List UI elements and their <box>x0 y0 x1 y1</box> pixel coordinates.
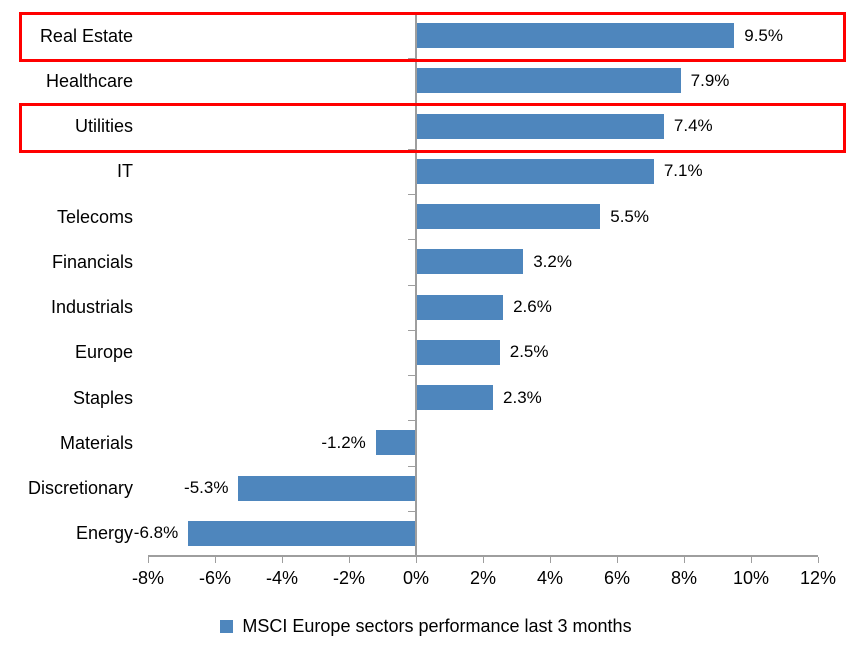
x-tick-label-neg4pct: -4% <box>265 568 298 588</box>
value-label-it: 7.1% <box>663 161 703 181</box>
value-label-energy: -6.8% <box>133 523 179 543</box>
value-axis-tick <box>483 557 484 563</box>
value-axis-tick <box>282 557 283 563</box>
category-label-staples: Staples <box>72 387 133 408</box>
x-tick-label-6pct: 6% <box>603 568 630 588</box>
category-label-europe: Europe <box>74 342 133 363</box>
bar-it <box>416 158 654 184</box>
value-axis-tick <box>416 557 417 563</box>
category-axis-tick <box>408 148 415 150</box>
x-tick-label-10pct: 10% <box>732 568 770 588</box>
value-label-industrials: 2.6% <box>513 297 552 317</box>
x-tick-label-neg2pct: -2% <box>332 568 365 588</box>
category-axis-tick <box>408 194 415 195</box>
category-axis-tick <box>408 375 415 376</box>
bar-energy <box>188 520 416 546</box>
category-axis-tick <box>408 329 415 331</box>
value-axis-tick <box>617 557 618 563</box>
category-axis-line <box>415 13 417 557</box>
value-label-financials: 3.2% <box>533 251 572 271</box>
x-tick-label-neg6pct: -6% <box>198 568 231 588</box>
value-label-staples: 2.3% <box>503 387 542 407</box>
value-axis-line <box>148 555 818 557</box>
value-label-healthcare: 7.9% <box>690 70 730 90</box>
category-label-materials: Materials <box>59 432 133 453</box>
value-axis-tick <box>550 557 551 563</box>
highlight-box-real-estate <box>19 12 846 63</box>
category-label-it: IT <box>117 161 133 182</box>
category-label-energy: Energy <box>75 523 133 544</box>
bar-telecoms <box>416 204 601 230</box>
legend-label: MSCI Europe sectors performance last 3 m… <box>242 615 632 636</box>
value-axis-tick <box>818 557 819 563</box>
x-tick-label-8pct: 8% <box>670 568 697 588</box>
category-label-real-estate: Real Estate <box>39 25 133 46</box>
bar-financials <box>416 249 524 275</box>
category-label-healthcare: Healthcare <box>45 70 133 91</box>
legend-swatch-icon <box>220 619 234 633</box>
x-tick-label-4pct: 4% <box>536 568 563 588</box>
value-label-telecoms: 5.5% <box>610 206 649 226</box>
category-axis-tick <box>408 465 415 467</box>
value-label-utilities: 7.4% <box>673 116 713 136</box>
category-axis-tick <box>408 284 415 286</box>
category-label-industrials: Industrials <box>50 297 133 318</box>
x-tick-label-neg8pct: -8% <box>131 568 164 588</box>
bar-real-estate <box>416 23 735 49</box>
bar-utilities <box>416 113 664 139</box>
category-label-financials: Financials <box>51 251 133 272</box>
category-axis-tick <box>408 420 415 422</box>
value-axis-tick <box>349 557 350 563</box>
highlight-box-utilities <box>19 102 846 153</box>
x-tick-label-0pct: 0% <box>402 568 429 588</box>
value-label-discretionary: -5.3% <box>184 478 229 498</box>
value-axis-tick <box>215 557 216 563</box>
x-tick-label-12pct: 12% <box>799 568 837 588</box>
bar-europe <box>416 339 500 365</box>
value-axis-tick <box>148 557 149 563</box>
value-label-europe: 2.5% <box>509 342 549 362</box>
legend: MSCI Europe sectors performance last 3 m… <box>0 612 852 640</box>
value-label-materials: -1.2% <box>321 432 366 452</box>
bar-discretionary <box>238 475 416 501</box>
category-axis-tick <box>408 510 415 512</box>
category-label-telecoms: Telecoms <box>56 206 133 227</box>
category-label-utilities: Utilities <box>74 116 133 137</box>
category-axis-tick <box>408 239 415 241</box>
category-axis-tick <box>408 58 415 60</box>
x-tick-label-2pct: 2% <box>469 568 496 588</box>
category-label-discretionary: Discretionary <box>27 478 133 499</box>
bar-industrials <box>416 294 504 320</box>
value-axis-tick <box>684 557 685 563</box>
bar-staples <box>416 385 494 411</box>
bar-healthcare <box>416 68 681 94</box>
value-axis-tick <box>751 557 752 563</box>
bar-materials <box>375 430 416 456</box>
value-label-real-estate: 9.5% <box>744 25 783 45</box>
